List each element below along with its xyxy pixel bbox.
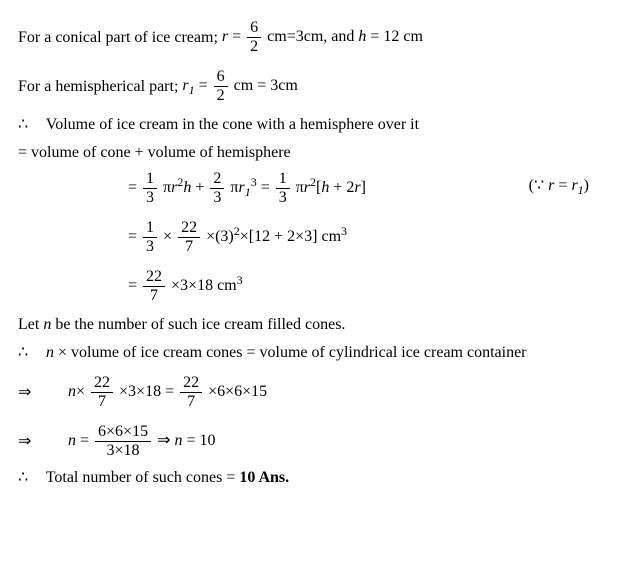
denominator: 3 — [276, 189, 290, 206]
text: = — [232, 28, 245, 45]
numerator: 22 — [178, 220, 200, 238]
var-r1: r1 — [238, 179, 250, 196]
fraction: 22 7 — [143, 269, 165, 304]
var-r: r — [222, 28, 228, 45]
denominator: 3 — [143, 238, 157, 255]
text: = — [76, 433, 93, 450]
text: = — [128, 228, 141, 245]
text: For a conical part of ice cream; — [18, 27, 218, 49]
line-hemisphere: For a hemispherical part; r1 = 6 2 cm = … — [18, 69, 609, 104]
numerator: 1 — [143, 171, 157, 189]
denominator: 7 — [178, 238, 200, 255]
line-volume-sum: = volume of cone + volume of hemisphere — [18, 142, 609, 164]
denominator: 7 — [143, 287, 165, 304]
var-r1: r1 — [182, 77, 194, 94]
implies-symbol: ⇒ — [18, 382, 68, 404]
page: For a conical part of ice cream; r = 6 2… — [0, 0, 627, 509]
answer: 10 Ans. — [239, 469, 289, 486]
line-answer: ∴ Total number of such cones = 10 Ans. — [18, 467, 609, 489]
numerator: 1 — [276, 171, 290, 189]
text: ×(3) — [206, 228, 234, 245]
text: ×[12 + 2×3] cm — [240, 228, 341, 245]
numerator: 22 — [143, 269, 165, 287]
line-let-n: Let n be the number of such ice cream fi… — [18, 314, 609, 336]
fraction: 22 7 — [180, 375, 202, 410]
therefore-symbol: ∴ — [18, 342, 42, 364]
text: + 2 — [329, 179, 354, 196]
eq: = — [261, 179, 274, 196]
text: = 10 — [182, 433, 215, 450]
denominator: 3 — [143, 189, 157, 206]
var-n: n — [46, 344, 54, 361]
var-n: n — [68, 433, 76, 450]
numerator: 6×6×15 — [95, 424, 151, 442]
line-conical: For a conical part of ice cream; r = 6 2… — [18, 20, 609, 55]
bracket: ] — [361, 179, 366, 196]
fraction: 1 3 — [276, 171, 290, 206]
text: × — [76, 384, 85, 401]
text: × volume of ice cream cones = volume of … — [54, 344, 527, 361]
text: cm = 3cm — [234, 77, 298, 94]
numerator: 2 — [210, 171, 224, 189]
eq-body: n× 22 7 ×3×18 = 22 7 ×6×6×15 — [68, 375, 267, 410]
denominator: 2 — [214, 87, 228, 104]
line-volume-statement: ∴ Volume of ice cream in the cone with a… — [18, 114, 609, 136]
times: × — [163, 228, 172, 245]
text: ×3×18 = — [119, 384, 178, 401]
fraction: 1 3 — [143, 220, 157, 255]
text: For a hemispherical part; — [18, 76, 178, 98]
text: ×3×18 cm — [171, 277, 237, 294]
fraction: 6 2 — [214, 69, 228, 104]
text: = — [199, 77, 212, 94]
text: = — [128, 179, 141, 196]
fraction: 22 7 — [91, 375, 113, 410]
equation-5: ⇒ n = 6×6×15 3×18 ⇒ n = 10 — [18, 424, 609, 459]
denominator: 3 — [210, 189, 224, 206]
denominator: 2 — [247, 38, 261, 55]
because-note: (∵ r = r1) — [529, 175, 589, 197]
text: = — [128, 277, 141, 294]
var-h: h — [183, 179, 191, 196]
line-n-equation-text: ∴ n × volume of ice cream cones = volume… — [18, 342, 609, 364]
text: ⇒ — [157, 433, 174, 450]
numerator: 6 — [214, 69, 228, 87]
text: Total number of such cones = — [46, 469, 240, 486]
text: ×6×6×15 — [208, 384, 267, 401]
equation-4: ⇒ n× 22 7 ×3×18 = 22 7 ×6×6×15 — [18, 375, 609, 410]
numerator: 22 — [91, 375, 113, 393]
var-h: h — [358, 28, 366, 45]
text: Let — [18, 316, 43, 333]
fraction: 6×6×15 3×18 — [95, 424, 151, 459]
equation-1: = 1 3 πr2h + 2 3 πr13 = 1 3 πr2[h + 2r] … — [128, 171, 609, 206]
equation-2: = 1 3 × 22 7 ×(3)2×[12 + 2×3] cm3 — [128, 220, 609, 255]
plus: + — [195, 179, 208, 196]
pi: π — [296, 179, 304, 196]
fraction: 22 7 — [178, 220, 200, 255]
numerator: 6 — [247, 20, 261, 38]
text: cm=3cm, and — [267, 28, 358, 45]
therefore-symbol: ∴ — [18, 467, 42, 489]
numerator: 1 — [143, 220, 157, 238]
implies-symbol: ⇒ — [18, 431, 68, 453]
fraction: 2 3 — [210, 171, 224, 206]
cube: 3 — [251, 175, 257, 189]
pi: π — [163, 179, 171, 196]
eq-body: n = 6×6×15 3×18 ⇒ n = 10 — [68, 424, 216, 459]
cube: 3 — [237, 273, 243, 287]
text: Volume of ice cream in the cone with a h… — [46, 116, 419, 133]
denominator: 3×18 — [95, 442, 151, 459]
var-n: n — [68, 384, 76, 401]
therefore-symbol: ∴ — [18, 114, 42, 136]
denominator: 7 — [180, 393, 202, 410]
fraction: 6 2 — [247, 20, 261, 55]
cube: 3 — [341, 224, 347, 238]
text: = volume of cone + volume of hemisphere — [18, 144, 291, 161]
fraction: 1 3 — [143, 171, 157, 206]
text: = 12 cm — [370, 28, 423, 45]
numerator: 22 — [180, 375, 202, 393]
denominator: 7 — [91, 393, 113, 410]
equation-3: = 22 7 ×3×18 cm3 — [128, 269, 609, 304]
text: be the number of such ice cream filled c… — [51, 316, 345, 333]
